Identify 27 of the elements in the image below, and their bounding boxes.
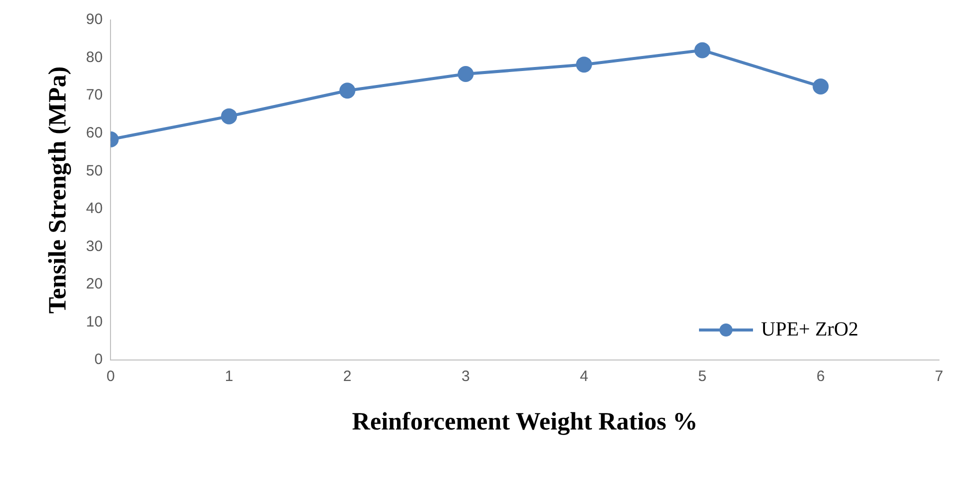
x-tick-label: 5	[698, 368, 707, 386]
x-tick-label: 2	[343, 368, 352, 386]
y-tick-label: 10	[86, 313, 103, 330]
x-tick-label: 3	[462, 368, 470, 386]
y-tick-label: 90	[86, 11, 103, 28]
x-tick-label: 4	[580, 368, 588, 386]
y-tick-label: 70	[86, 86, 103, 104]
point	[339, 82, 356, 99]
x-tick-label: 6	[816, 368, 825, 386]
y-axis-title: Tensile Strength (MPa)	[44, 66, 72, 314]
x-tick-label: 7	[934, 368, 944, 386]
point	[694, 42, 710, 58]
legend-label: UPE+ ZrO2	[761, 318, 858, 340]
y-tick-label: 50	[86, 162, 103, 180]
y-tick-label: 30	[86, 238, 103, 255]
x-tick-label: 1	[224, 368, 234, 386]
y-tick-label: 0	[94, 351, 103, 368]
y-tick-label: 60	[86, 124, 103, 142]
y-tick-label: 80	[86, 48, 103, 66]
point	[812, 78, 829, 94]
x-axis-title: Reinforcement Weight Ratios %	[352, 408, 698, 436]
point	[221, 108, 238, 124]
point	[458, 66, 474, 82]
y-tick-label: 40	[86, 200, 103, 218]
point	[576, 56, 592, 73]
y-tick-label: 20	[86, 276, 103, 293]
x-tick-label: 0	[106, 368, 115, 386]
